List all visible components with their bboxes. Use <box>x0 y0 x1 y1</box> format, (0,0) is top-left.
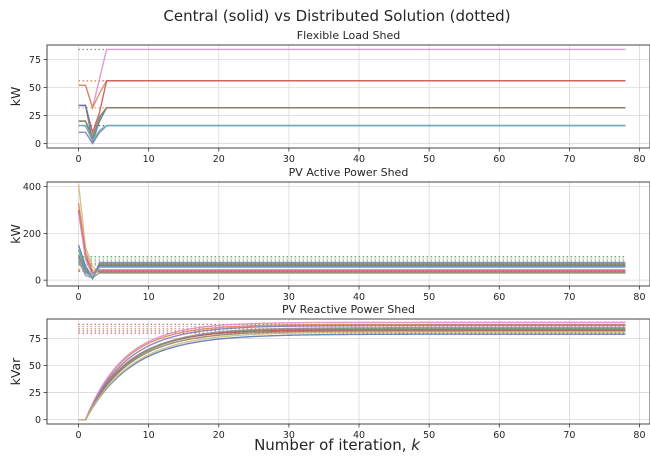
subplot-2: 0 10 20 30 40 50 60 70 80 0 200 400 PV Active Power … <box>8 166 650 303</box>
series-group <box>78 48 626 145</box>
central-line <box>78 324 626 421</box>
x-tick-label: 60 <box>493 154 505 165</box>
y-tick-label: 50 <box>29 83 41 94</box>
x-tick-label: 0 <box>76 430 82 441</box>
central-line <box>78 321 626 421</box>
central-line <box>78 107 626 142</box>
x-tick-label: 30 <box>283 292 295 303</box>
x-tick-label: 40 <box>353 430 365 441</box>
x-tick-label: 70 <box>563 154 575 165</box>
x-tick-label: 50 <box>423 292 435 303</box>
x-tick-label: 70 <box>563 430 575 441</box>
x-tick-label: 60 <box>493 430 505 441</box>
x-axis-label-text: Number of iteration, <box>254 436 411 454</box>
central-line <box>78 104 626 144</box>
x-axis-label: Number of iteration, k <box>254 436 421 454</box>
y-tick-label: 0 <box>35 415 41 426</box>
central-line <box>78 330 626 421</box>
central-line <box>78 80 626 110</box>
y-tick-label: 0 <box>35 276 41 287</box>
x-tick-label: 20 <box>213 154 225 165</box>
series-group <box>77 184 626 281</box>
subplot-title: PV Active Power Shed <box>289 166 409 179</box>
y-tick-label: 50 <box>29 361 41 372</box>
x-axis-label-variable: k <box>411 436 421 454</box>
central-line <box>77 212 626 277</box>
x-tick-label: 70 <box>563 292 575 303</box>
series-group <box>78 321 626 421</box>
subplot-title: PV Reactive Power Shed <box>282 303 415 316</box>
y-tick-label: 75 <box>29 55 41 66</box>
x-tick-label: 30 <box>283 154 295 165</box>
y-tick-label: 25 <box>29 111 41 122</box>
subplot-title: Flexible Load Shed <box>297 29 400 42</box>
subplot-1: 0 10 20 30 40 50 60 70 80 0 25 50 75 Flexible Load Sh… <box>8 29 650 165</box>
y-axis-label: kW <box>8 224 23 244</box>
plot-frame <box>46 181 650 287</box>
x-tick-label: 20 <box>213 430 225 441</box>
x-tick-label: 10 <box>143 430 155 441</box>
x-tick-label: 0 <box>76 292 82 303</box>
x-tick-label: 10 <box>143 292 155 303</box>
central-line <box>78 124 626 145</box>
central-line <box>78 326 626 421</box>
y-tick-label: 25 <box>29 388 41 399</box>
central-line <box>78 333 626 421</box>
central-line <box>78 331 626 421</box>
y-axis-label: kW <box>8 87 23 107</box>
plot-frame <box>46 44 650 149</box>
x-tick-label: 0 <box>76 154 82 165</box>
central-line <box>78 48 626 111</box>
central-line <box>78 124 626 143</box>
x-tick-label: 40 <box>353 154 365 165</box>
y-tick-label: 400 <box>23 182 41 193</box>
x-tick-label: 10 <box>143 154 155 165</box>
central-line <box>78 323 626 421</box>
x-tick-label: 30 <box>283 430 295 441</box>
figure-title: Central (solid) vs Distributed Solution … <box>163 7 510 25</box>
x-tick-label: 80 <box>633 430 645 441</box>
x-tick-label: 20 <box>213 292 225 303</box>
central-line <box>78 329 626 421</box>
central-line <box>77 261 626 279</box>
x-tick-label: 60 <box>493 292 505 303</box>
y-tick-label: 200 <box>23 229 41 240</box>
plot-frame <box>46 318 650 425</box>
central-line <box>77 184 626 274</box>
central-line <box>78 107 626 139</box>
y-tick-label: 75 <box>29 334 41 345</box>
central-line <box>78 124 626 142</box>
subplots: 0 10 20 30 40 50 60 70 80 0 25 50 75 Flexible Load Sh… <box>8 29 650 441</box>
x-tick-label: 80 <box>633 154 645 165</box>
x-tick-label: 80 <box>633 292 645 303</box>
x-tick-label: 50 <box>423 154 435 165</box>
central-line <box>77 258 626 278</box>
central-line <box>78 80 626 135</box>
subplot-3: 0 10 20 30 40 50 60 70 80 0 25 50 75 PV Reactive Powe… <box>8 303 650 441</box>
y-tick-label: 0 <box>35 139 41 150</box>
x-tick-label: 50 <box>423 430 435 441</box>
y-axis-label: kVar <box>8 357 23 385</box>
central-line <box>78 328 626 421</box>
x-tick-label: 40 <box>353 292 365 303</box>
